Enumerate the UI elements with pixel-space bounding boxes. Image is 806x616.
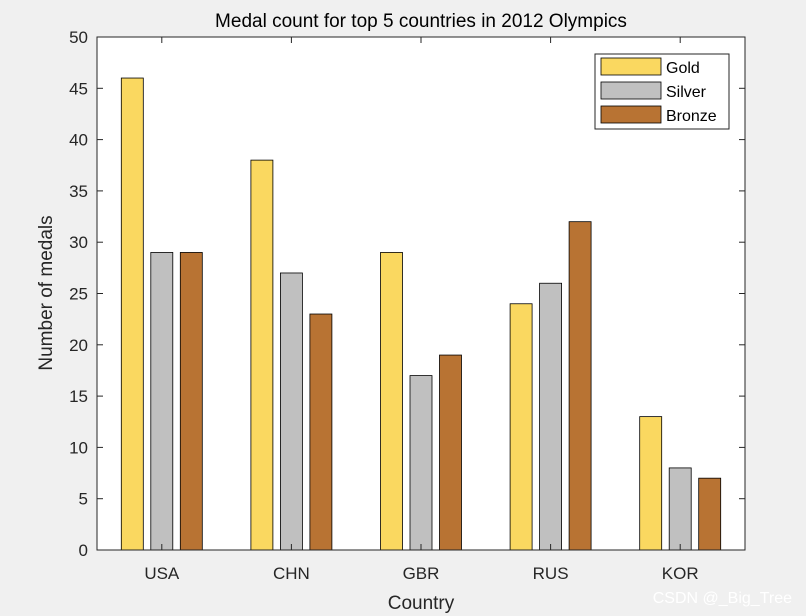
chart-title: Medal count for top 5 countries in 2012 …: [215, 11, 627, 32]
x-tick-label: GBR: [403, 564, 440, 583]
bars-group: [120, 77, 722, 551]
axes-box: [96, 36, 746, 551]
bar-usa-gold: [120, 77, 144, 551]
legend-label-bronze: Bronze: [666, 108, 717, 125]
bar-kor-gold: [639, 416, 663, 551]
y-axis: 0 5 10 15 20 25 30 35 40 45 50: [69, 28, 745, 560]
bar-kor-silver: [668, 467, 692, 551]
y-tick-label: 45: [69, 79, 88, 98]
y-tick-label: 25: [69, 285, 88, 304]
bar-usa-bronze: [179, 252, 203, 551]
bar-chn-bronze: [309, 313, 333, 551]
x-axis: USA CHN GBR RUS KOR: [144, 37, 699, 583]
y-tick-label: 20: [69, 336, 88, 355]
y-tick-label: 15: [69, 387, 88, 406]
y-tick-label: 0: [79, 541, 88, 560]
legend-label-gold: Gold: [666, 60, 700, 77]
bar-chn-silver: [279, 272, 303, 551]
bar-gbr-gold: [380, 252, 403, 551]
watermark: CSDN @_Big_Tree: [653, 590, 792, 607]
bar-usa-silver: [150, 252, 174, 551]
y-axis-label: Number of medals: [36, 215, 57, 370]
y-tick-label: 10: [69, 438, 88, 457]
legend: Gold Silver Bronze: [594, 53, 730, 130]
bar-rus-bronze: [568, 221, 592, 551]
bar-rus-silver: [539, 282, 562, 551]
x-tick-label: CHN: [273, 564, 310, 583]
legend-swatch-silver: [600, 81, 662, 100]
x-axis-label: Country: [388, 593, 455, 614]
x-tick-label: USA: [144, 564, 180, 583]
y-tick-label: 35: [69, 182, 88, 201]
bar-kor-bronze: [698, 477, 722, 551]
legend-swatch-bronze: [600, 105, 662, 124]
x-tick-label: RUS: [533, 564, 569, 583]
legend-swatch-gold: [600, 57, 662, 76]
bar-chn-gold: [250, 159, 274, 551]
y-tick-label: 50: [69, 28, 88, 47]
y-tick-label: 40: [69, 131, 88, 150]
bar-gbr-silver: [409, 375, 433, 551]
legend-label-silver: Silver: [666, 84, 707, 101]
y-tick-label: 5: [79, 490, 88, 509]
x-tick-label: KOR: [662, 564, 699, 583]
bar-gbr-bronze: [439, 354, 462, 551]
y-tick-label: 30: [69, 233, 88, 252]
bar-rus-gold: [509, 303, 533, 551]
